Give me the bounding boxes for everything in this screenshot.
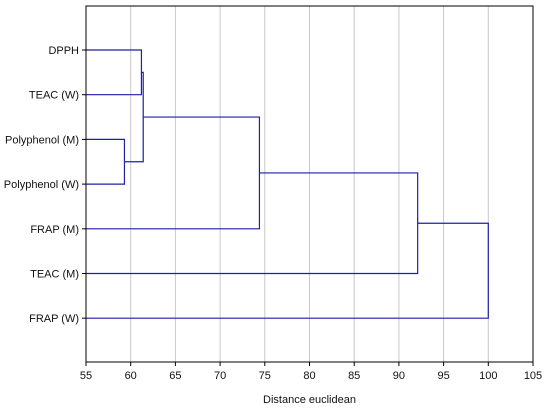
x-tick-labels: 55 60 65 70 75 80 85 90 95 100 105 [80,370,542,382]
x-tick-label: 85 [348,370,360,382]
dendrogram-link [86,222,489,319]
x-tick-label: 65 [169,370,181,382]
leaf-labels: DPPH TEAC (W) Polyphenol (M) Polyphenol (W)… [4,45,79,325]
x-tick-label: 100 [479,370,497,382]
dendrogram-link [86,138,126,185]
grid-lines [130,6,489,362]
x-tick-label: 60 [125,370,137,382]
leaf-label: FRAP (W) [29,313,79,325]
leaf-label: FRAP (M) [30,224,79,236]
x-tick-label: 55 [80,370,92,382]
dendrogram-link [124,71,144,163]
x-axis-ticks [85,362,534,366]
x-tick-label: 90 [393,370,405,382]
leaf-label: DPPH [48,45,79,57]
x-tick-label: 70 [214,370,226,382]
dendrogram-links [86,49,489,319]
leaf-label: Polyphenol (W) [4,179,79,191]
x-tick-label: 105 [524,370,542,382]
dendrogram-link [86,172,419,275]
leaf-label: TEAC (W) [29,90,79,102]
dendrogram-link [86,49,143,96]
dendrogram-link [86,116,261,230]
x-tick-label: 95 [437,370,449,382]
x-axis-title: Distance euclidean [263,394,356,406]
leaf-label: Polyphenol (M) [5,134,79,146]
leaf-label: TEAC (M) [30,269,79,281]
y-axis-ticks [82,49,86,319]
x-tick-label: 75 [259,370,271,382]
x-tick-label: 80 [303,370,315,382]
